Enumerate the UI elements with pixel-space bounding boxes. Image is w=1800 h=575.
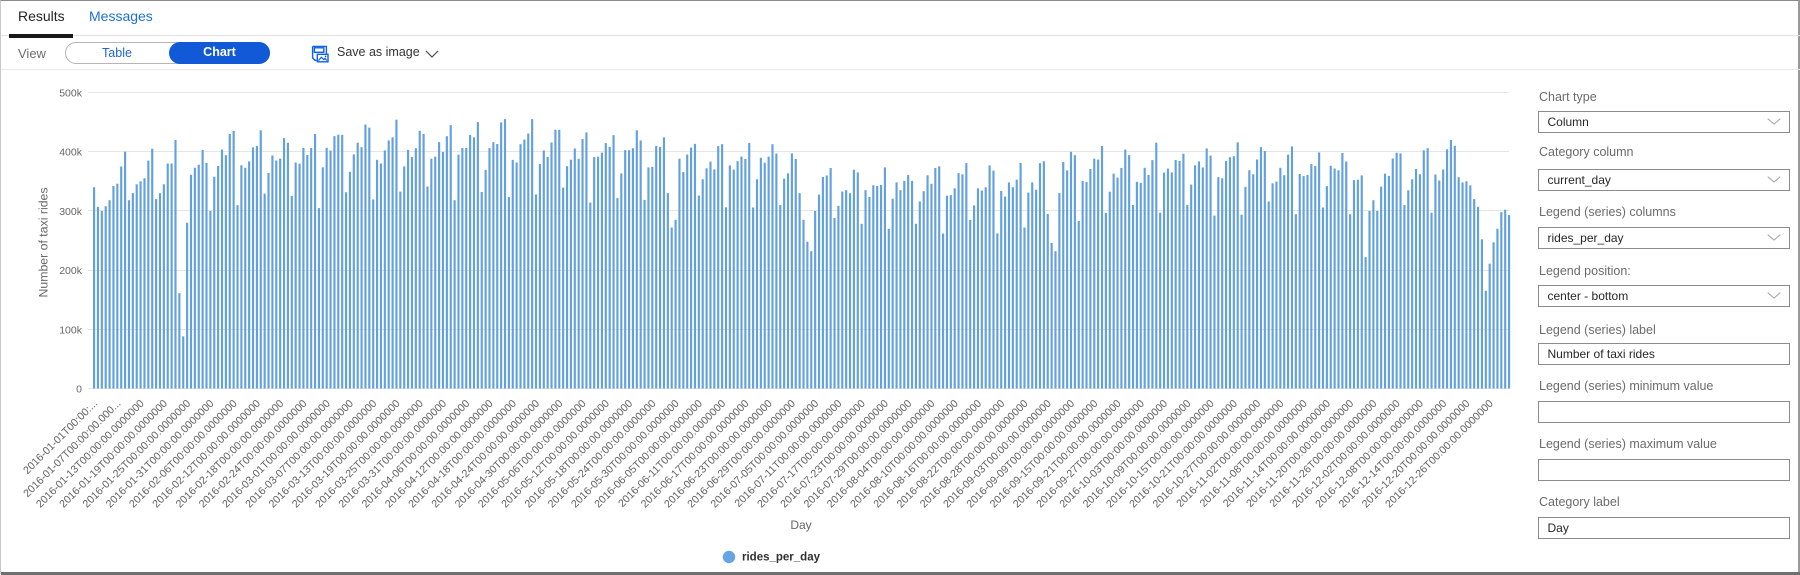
svg-text:rides_per_day: rides_per_day <box>742 552 821 564</box>
svg-text:0: 0 <box>76 384 82 396</box>
svg-text:Day: Day <box>790 518 811 532</box>
svg-text:200k: 200k <box>59 265 83 277</box>
svg-text:100k: 100k <box>59 324 83 336</box>
svg-text:300k: 300k <box>59 206 83 218</box>
svg-text:500k: 500k <box>59 88 83 100</box>
svg-text:400k: 400k <box>59 147 83 159</box>
svg-text:Number of taxi rides: Number of taxi rides <box>37 187 51 297</box>
